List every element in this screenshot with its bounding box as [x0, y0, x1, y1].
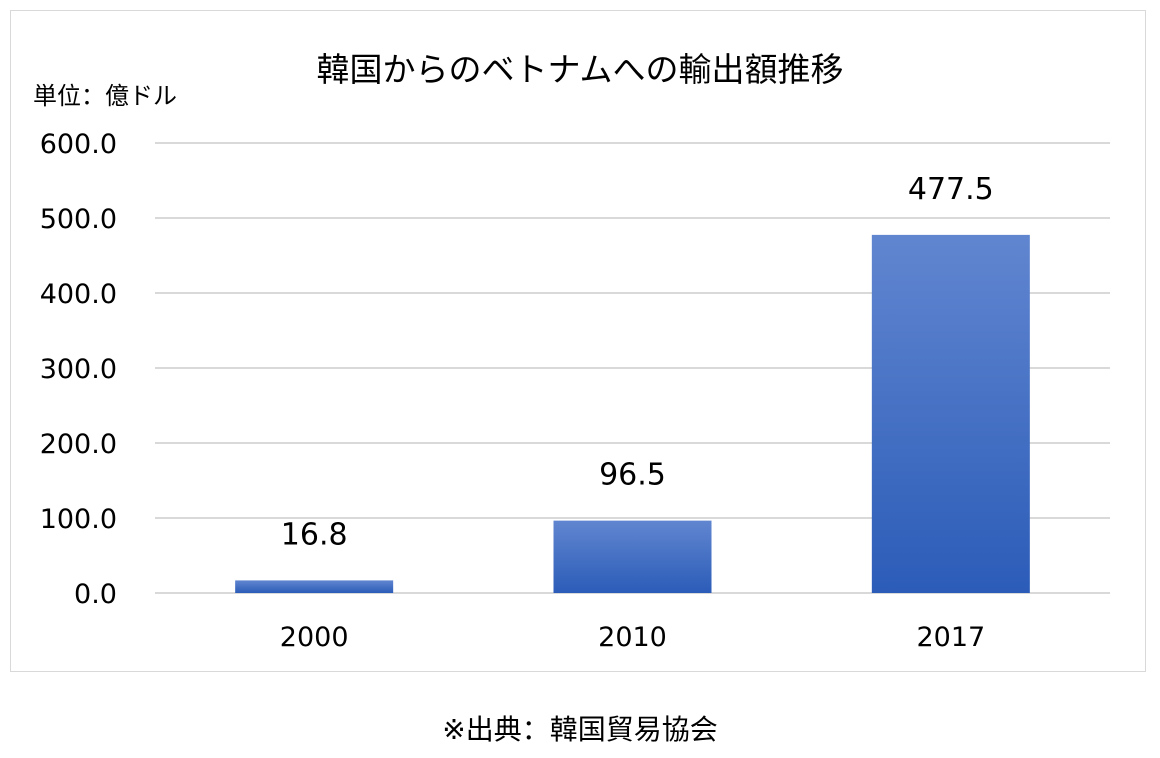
- data-labels: 16.8 96.5 477.5: [281, 172, 994, 553]
- bar-chart: 0.0 100.0 200.0 300.0 400.0 500.0 600.0 16.8 96…: [40, 129, 1110, 653]
- y-tick-label: 100.0: [40, 504, 117, 535]
- data-label-2010: 96.5: [599, 458, 666, 493]
- data-label-2017: 477.5: [908, 172, 994, 207]
- source-note: ※出典：韓国貿易協会: [442, 713, 718, 746]
- y-axis-ticks: 0.0 100.0 200.0 300.0 400.0 500.0 600.0: [40, 129, 117, 610]
- bar-2000: [235, 580, 394, 593]
- y-tick-label: 600.0: [40, 129, 117, 160]
- y-tick-label: 400.0: [40, 279, 117, 310]
- bar-2017: [871, 234, 1030, 593]
- x-category-label: 2000: [280, 622, 349, 653]
- bar-2010: [553, 520, 712, 593]
- y-tick-label: 500.0: [40, 204, 117, 235]
- x-axis-categories: 2000 2010 2017: [280, 622, 985, 653]
- data-label-2000: 16.8: [281, 517, 348, 552]
- y-tick-label: 0.0: [74, 579, 117, 610]
- y-tick-label: 200.0: [40, 429, 117, 460]
- unit-label: 単位：億ドル: [33, 82, 177, 110]
- y-tick-label: 300.0: [40, 354, 117, 385]
- chart-title: 韓国からのベトナムへの輸出額推移: [316, 50, 844, 89]
- x-category-label: 2017: [916, 622, 985, 653]
- x-category-label: 2010: [598, 622, 667, 653]
- bars: [235, 234, 1030, 593]
